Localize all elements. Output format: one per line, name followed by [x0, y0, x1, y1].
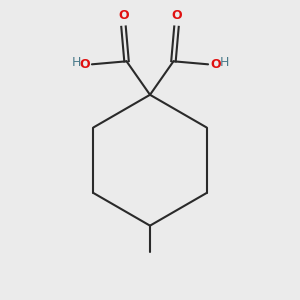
- Text: H: H: [219, 56, 229, 69]
- Text: O: O: [79, 58, 90, 71]
- Text: O: O: [210, 58, 221, 71]
- Text: O: O: [118, 9, 129, 22]
- Text: H: H: [71, 56, 81, 69]
- Text: O: O: [171, 9, 182, 22]
